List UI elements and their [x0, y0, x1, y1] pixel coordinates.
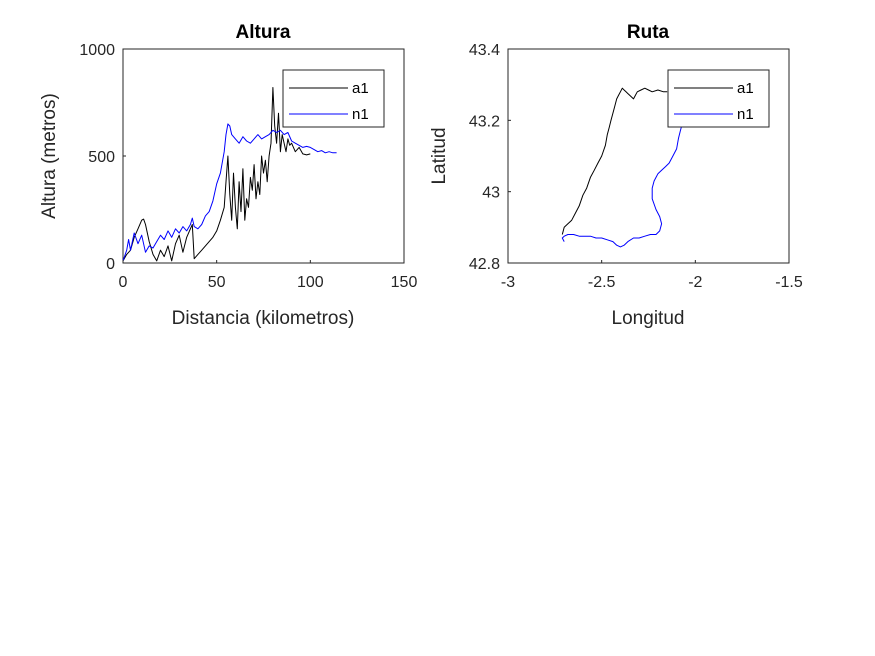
x-tick-label: -2 [688, 274, 702, 291]
ticks-altura: 0 50 100 150 0 500 1000 [79, 42, 417, 291]
x-tick-label: 50 [208, 274, 226, 291]
legend-label-a1: a1 [352, 80, 369, 97]
x-tick-label: -3 [501, 274, 515, 291]
legend-box-altura [282, 69, 385, 128]
y-axis-label-altura: Altura (metros) [39, 93, 60, 219]
legend-altura: a1 n1 [282, 69, 385, 128]
series-line-n1 [122, 123, 337, 262]
y-tick-label: 1000 [79, 42, 115, 59]
legend-label-n1: n1 [352, 106, 369, 123]
legend-box-ruta [667, 69, 770, 128]
x-tick-label: 150 [391, 274, 418, 291]
chart-ruta: Ruta -3 -2.5 -2 -1.5 42.8 43 43.2 43.4 Longitud… [429, 22, 803, 329]
x-axis-label-ruta: Longitud [612, 308, 685, 329]
legend-label-a1-ruta: a1 [737, 80, 754, 97]
series-line-a1 [561, 87, 668, 235]
series-line-a1 [122, 87, 311, 262]
y-tick-label: 43.4 [469, 42, 500, 59]
y-tick-label: 43.2 [469, 113, 500, 130]
x-tick-label: -2.5 [588, 274, 616, 291]
y-tick-label: 42.8 [469, 256, 500, 273]
legend-label-n1-ruta: n1 [737, 106, 754, 123]
x-axis-label-altura: Distancia (kilometros) [172, 308, 355, 329]
chart-altura: Altura 0 50 100 150 0 500 1000 Distancia (kilo… [39, 22, 417, 329]
y-tick-label: 0 [106, 256, 115, 273]
series-line-n1 [561, 109, 687, 248]
chart-title-ruta: Ruta [627, 22, 670, 43]
y-tick-label: 43 [482, 185, 500, 202]
x-tick-label: -1.5 [775, 274, 803, 291]
chart-title-altura: Altura [236, 22, 291, 43]
y-tick-label: 500 [88, 149, 115, 166]
ticks-ruta: -3 -2.5 -2 -1.5 42.8 43 43.2 43.4 [469, 42, 803, 291]
y-axis-label-ruta: Latitud [429, 127, 450, 184]
x-tick-label: 100 [297, 274, 324, 291]
series-lines-ruta [561, 87, 687, 248]
series-lines-altura [122, 87, 337, 262]
x-tick-label: 0 [119, 274, 128, 291]
legend-ruta: a1 n1 [667, 69, 770, 128]
